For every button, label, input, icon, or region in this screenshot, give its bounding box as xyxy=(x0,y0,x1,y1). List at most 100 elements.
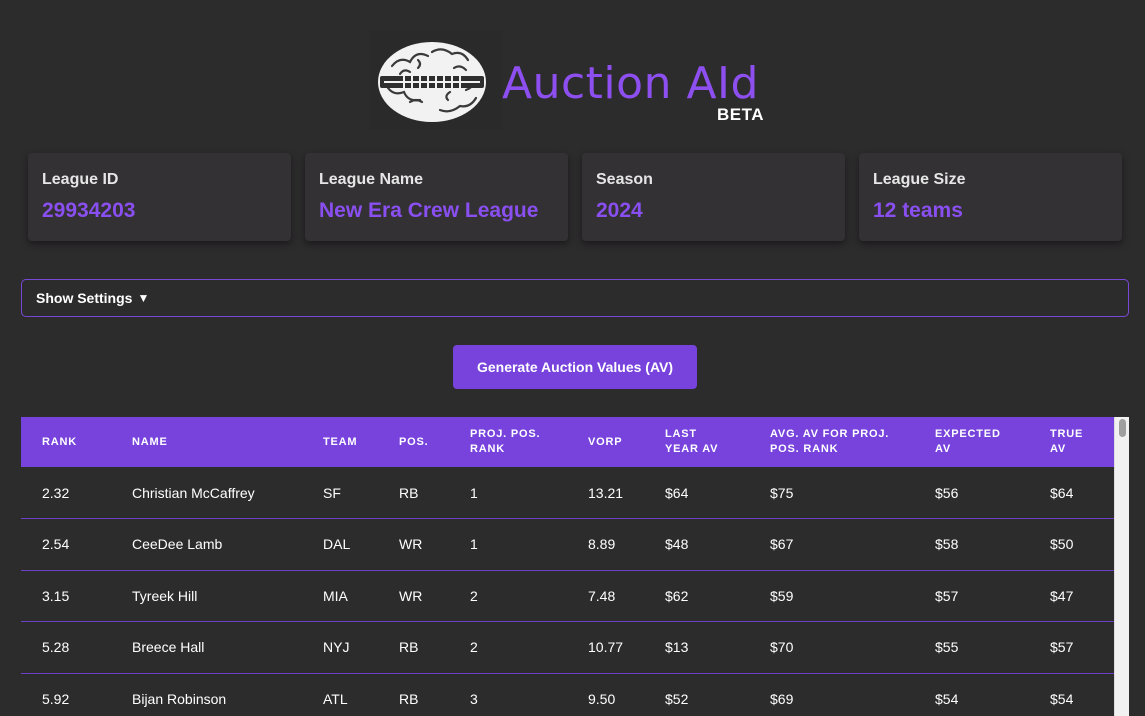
column-header-line: NAME xyxy=(132,435,168,448)
table-row[interactable]: 3.15 Tyreek Hill MIA WR 2 7.48 $62 $59 $57 $47 xyxy=(21,570,1114,622)
app-header: Auction AId BETA xyxy=(370,30,790,130)
table-cell: RB xyxy=(399,673,470,716)
column-header: TEAM xyxy=(323,417,399,467)
table-row[interactable]: 5.28 Breece Hall NYJ RB 2 10.77 $13 $70 $55 $57 xyxy=(21,621,1114,674)
column-header-line: RANK xyxy=(470,443,505,455)
column-header-line: AVG. AV FOR PROJ. xyxy=(770,428,890,440)
table-row[interactable]: 5.92 Bijan Robinson ATL RB 3 9.50 $52 $69 $54 $54 xyxy=(21,673,1114,716)
card-value: 12 teams xyxy=(873,199,963,222)
table-cell: Christian McCaffrey xyxy=(132,467,323,519)
table-cell: $75 xyxy=(770,467,935,519)
card-label: League ID xyxy=(42,171,119,188)
table-cell: SF xyxy=(323,467,399,519)
column-header: AVG. AV FOR PROJ. POS. RANK xyxy=(770,417,935,467)
column-header: LAST YEAR AV xyxy=(665,417,770,467)
table-cell: $62 xyxy=(665,570,770,622)
season-card: Season 2024 xyxy=(582,153,845,241)
table-scrollbar[interactable] xyxy=(1114,417,1129,716)
table-cell: 13.21 xyxy=(588,467,665,519)
league-info-cards: League ID 29934203 League Name New Era C… xyxy=(28,153,1122,241)
column-header: PROJ. POS. RANK xyxy=(470,417,588,467)
table-cell: CeeDee Lamb xyxy=(132,518,323,571)
table-cell: $48 xyxy=(665,518,770,571)
table-cell: DAL xyxy=(323,518,399,571)
table-cell: $54 xyxy=(1050,673,1114,716)
table-cell: WR xyxy=(399,570,470,622)
column-header: TRUE AV xyxy=(1050,417,1114,467)
column-header: POS. xyxy=(399,417,470,467)
column-header-line: TEAM xyxy=(323,435,358,448)
column-header-line: YEAR AV xyxy=(665,443,719,455)
card-value: 2024 xyxy=(596,199,643,222)
table-cell: $57 xyxy=(1050,621,1114,674)
table-cell: $58 xyxy=(935,518,1050,571)
card-label: Season xyxy=(596,171,653,188)
table-cell: NYJ xyxy=(323,621,399,674)
table-cell: 2.54 xyxy=(21,518,132,571)
table-cell: WR xyxy=(399,518,470,571)
column-header-line: POS. xyxy=(399,435,429,448)
card-label: League Name xyxy=(319,171,424,188)
column-header-line: TRUE xyxy=(1050,428,1084,440)
column-header-line: RANK xyxy=(42,435,77,448)
table-cell: ATL xyxy=(323,673,399,716)
column-header: VORP xyxy=(588,417,665,467)
table-body: 2.32 Christian McCaffrey SF RB 1 13.21 $64 $75 $… xyxy=(21,467,1114,716)
table-row[interactable]: 2.32 Christian McCaffrey SF RB 1 13.21 $64 $75 $… xyxy=(21,467,1114,519)
column-header: EXPECTED AV xyxy=(935,417,1050,467)
table-cell: Bijan Robinson xyxy=(132,673,323,716)
table-cell: 7.48 xyxy=(588,570,665,622)
table-cell: $70 xyxy=(770,621,935,674)
table-cell: Tyreek Hill xyxy=(132,570,323,622)
column-header: RANK xyxy=(21,417,132,467)
table-cell: $64 xyxy=(665,467,770,519)
caret-down-icon: ▼ xyxy=(137,291,150,305)
column-header-line: VORP xyxy=(588,435,623,448)
table-cell: 8.89 xyxy=(588,518,665,571)
show-settings-toggle[interactable]: Show Settings ▼ xyxy=(21,279,1129,317)
table-cell: 3 xyxy=(470,673,588,716)
table-cell: 3.15 xyxy=(21,570,132,622)
table-header-row: RANK NAME TEAM POS. PROJ. POS. RANK VORP LAST YE… xyxy=(21,417,1114,467)
column-header: NAME xyxy=(132,417,323,467)
table-cell: RB xyxy=(399,621,470,674)
column-header-line: POS. RANK xyxy=(770,443,839,455)
league-size-card: League Size 12 teams xyxy=(859,153,1122,241)
table-cell: 1 xyxy=(470,518,588,571)
table-cell: $55 xyxy=(935,621,1050,674)
table-cell: 9.50 xyxy=(588,673,665,716)
table-cell: Breece Hall xyxy=(132,621,323,674)
table-cell: $64 xyxy=(1050,467,1114,519)
scrollbar-thumb[interactable] xyxy=(1119,419,1126,437)
table-cell: $57 xyxy=(935,570,1050,622)
table-cell: MIA xyxy=(323,570,399,622)
table-cell: $13 xyxy=(665,621,770,674)
league-name-card: League Name New Era Crew League xyxy=(305,153,568,241)
table-cell: $47 xyxy=(1050,570,1114,622)
card-value: 29934203 xyxy=(42,199,136,222)
table-cell: $50 xyxy=(1050,518,1114,571)
beta-badge: BETA xyxy=(717,105,765,124)
column-header-line: LAST xyxy=(665,428,697,440)
settings-label: Show Settings xyxy=(36,290,133,306)
column-header-line: AV xyxy=(935,443,952,455)
table-cell: 5.92 xyxy=(21,673,132,716)
card-label: League Size xyxy=(873,171,966,188)
table-cell: $54 xyxy=(935,673,1050,716)
table-cell: 10.77 xyxy=(588,621,665,674)
table-cell: 2.32 xyxy=(21,467,132,519)
app-title: Auction AId xyxy=(502,58,759,109)
table-cell: 2 xyxy=(470,621,588,674)
table-cell: 1 xyxy=(470,467,588,519)
card-value: New Era Crew League xyxy=(319,199,539,222)
table-cell: 5.28 xyxy=(21,621,132,674)
table-cell: 2 xyxy=(470,570,588,622)
column-header-line: PROJ. POS. xyxy=(470,428,541,440)
table-cell: $67 xyxy=(770,518,935,571)
column-header-line: AV xyxy=(1050,443,1067,455)
table-row[interactable]: 2.54 CeeDee Lamb DAL WR 1 8.89 $48 $67 $58 $50 xyxy=(21,518,1114,571)
generate-auction-values-button[interactable]: Generate Auction Values (AV) xyxy=(453,345,697,389)
players-table: RANK NAME TEAM POS. PROJ. POS. RANK VORP LAST YE… xyxy=(21,417,1114,716)
league-id-card: League ID 29934203 xyxy=(28,153,291,241)
